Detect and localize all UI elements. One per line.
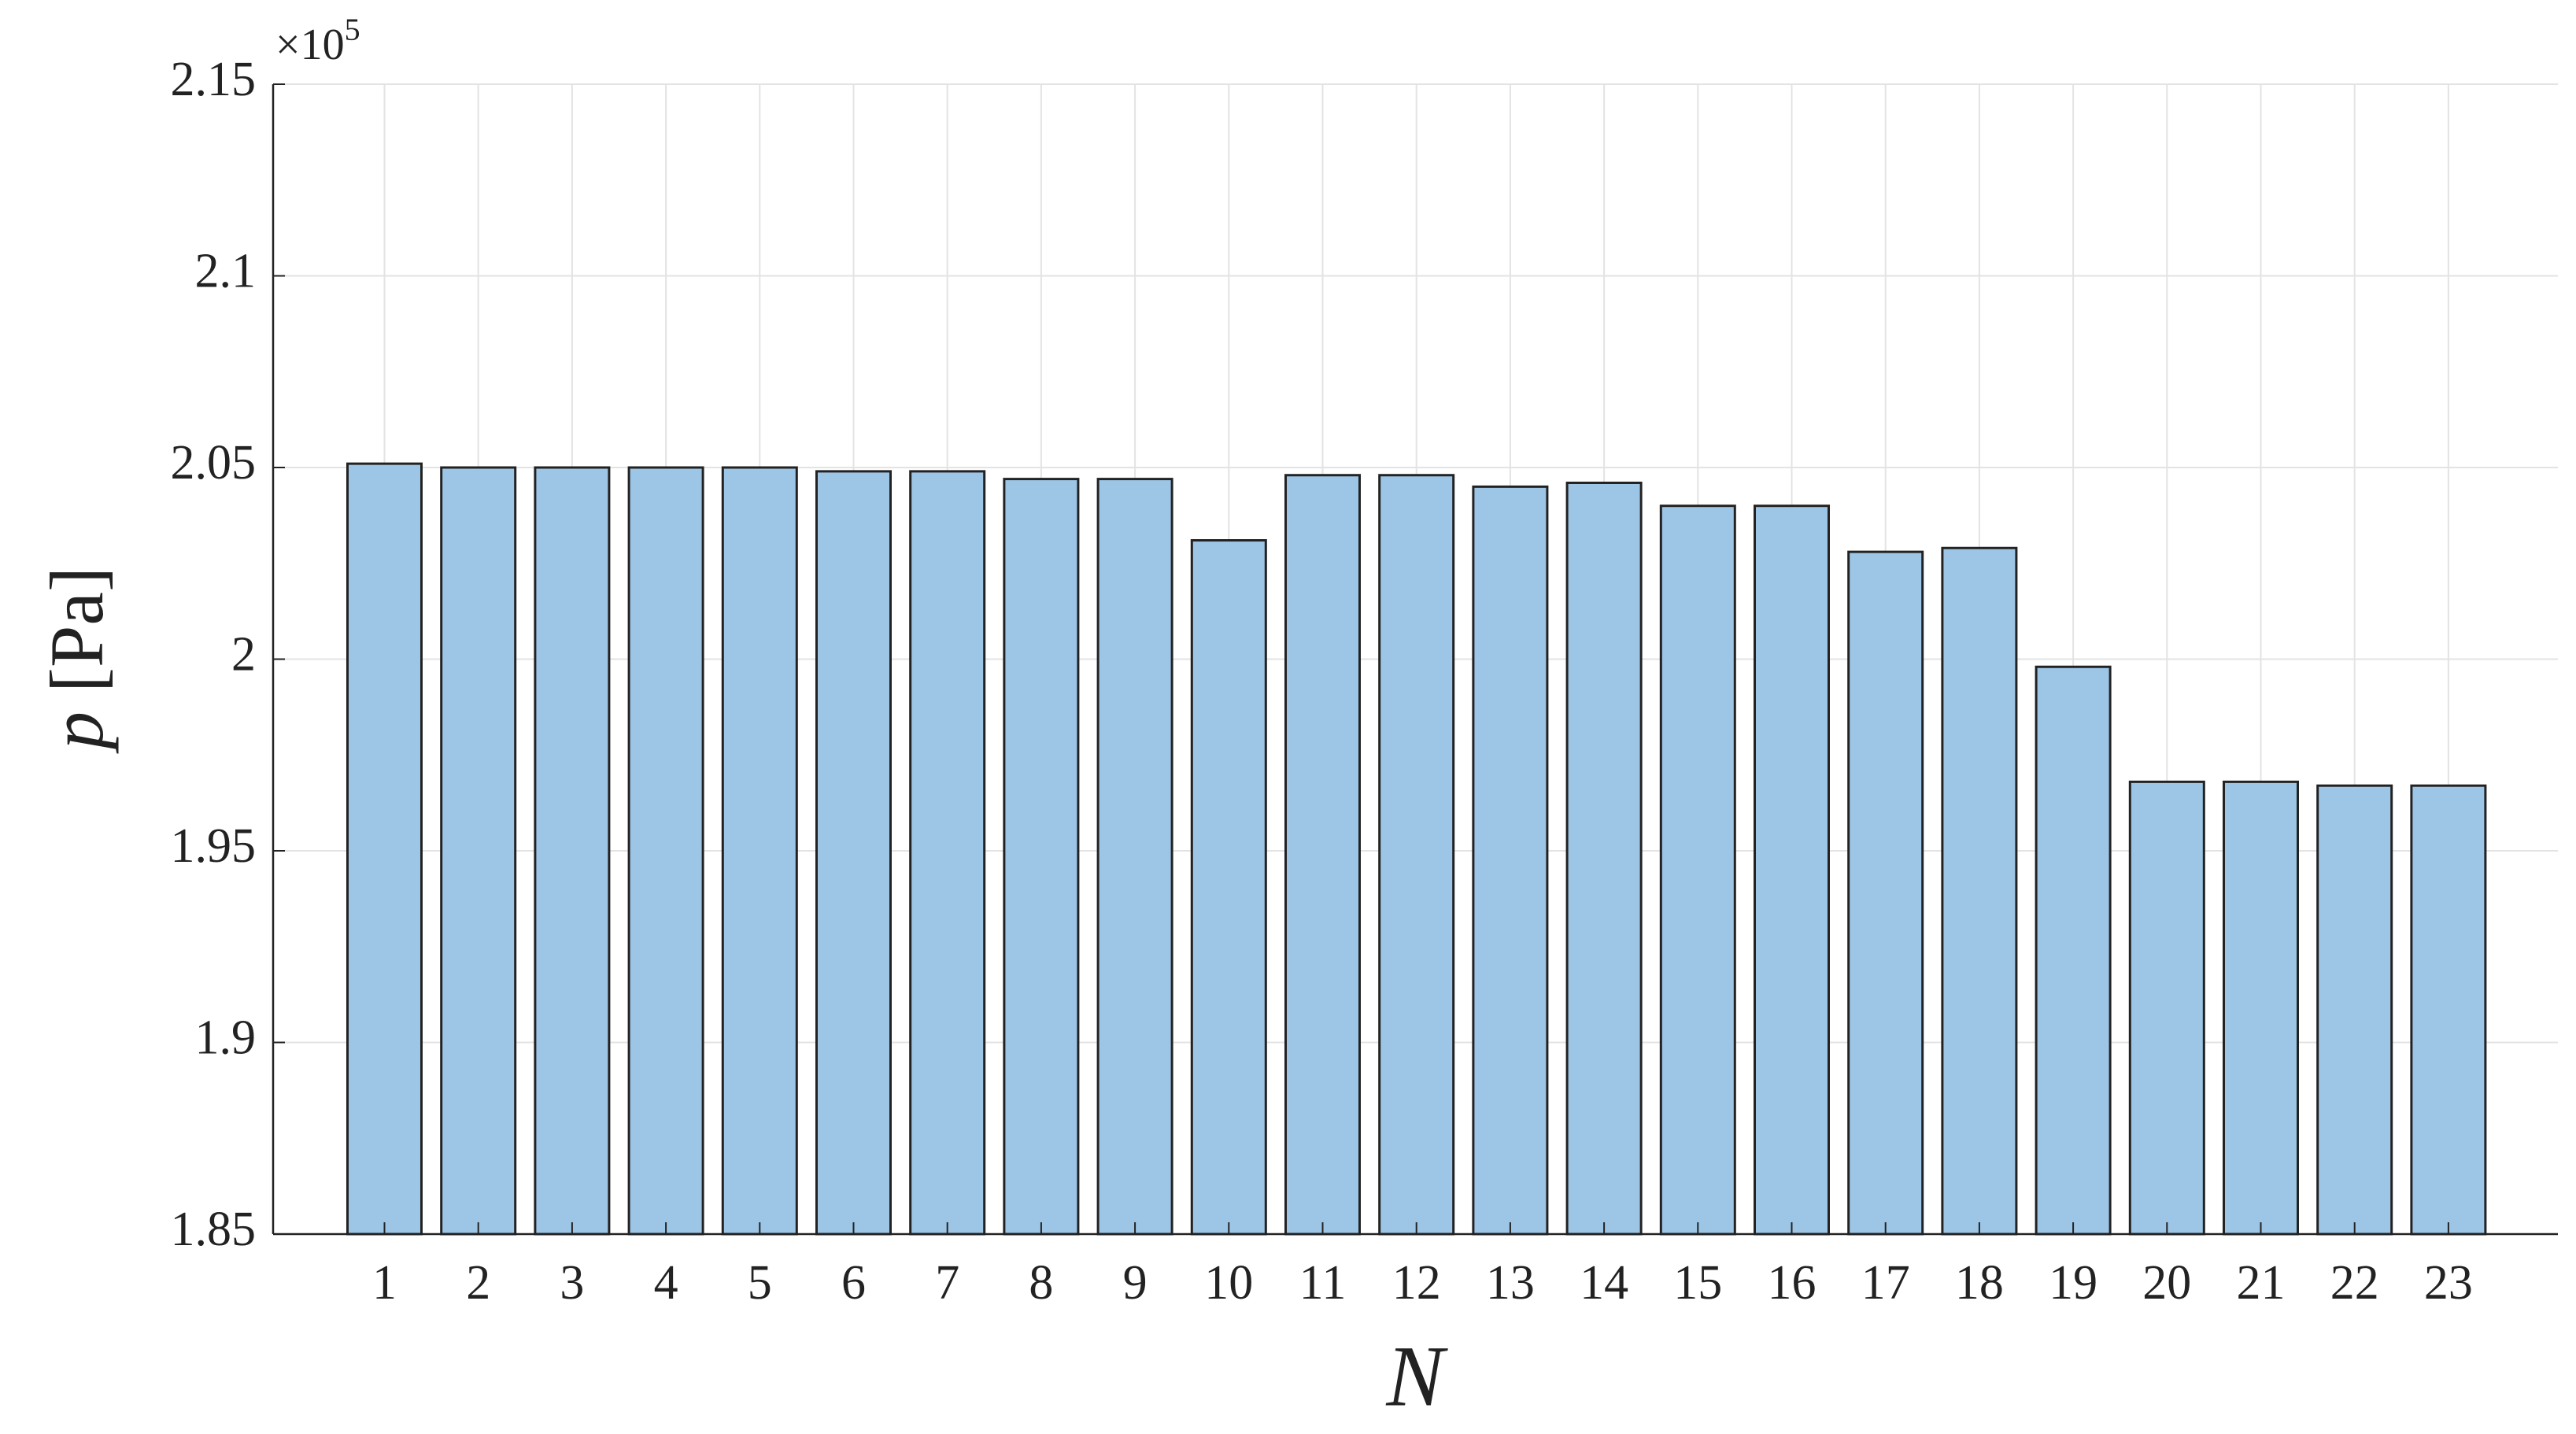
- x-tick-label: 5: [748, 1256, 772, 1310]
- y-multiplier-exponent: 5: [345, 12, 360, 47]
- x-tick-label: 8: [1029, 1256, 1053, 1310]
- bar: [1659, 504, 1736, 1236]
- x-tick-label: 13: [1486, 1256, 1535, 1310]
- bar: [627, 466, 704, 1236]
- bar: [1284, 474, 1361, 1236]
- bar: [1003, 478, 1080, 1236]
- y-tick-label: 1.95: [171, 819, 257, 873]
- x-tick-label: 15: [1673, 1256, 1722, 1310]
- bar: [1378, 474, 1455, 1236]
- bar: [1190, 539, 1267, 1236]
- bar: [909, 470, 986, 1236]
- x-tick-label: 17: [1861, 1256, 1910, 1310]
- y-tick-label: 1.9: [195, 1011, 257, 1065]
- x-tick-label: 22: [2330, 1256, 2379, 1310]
- x-tick-label: 18: [1955, 1256, 2004, 1310]
- x-tick-label: 1: [372, 1256, 397, 1310]
- bar: [721, 466, 798, 1236]
- bar: [2316, 784, 2393, 1236]
- x-axis-label: N: [1385, 1328, 1448, 1424]
- bar: [1096, 478, 1173, 1236]
- y-tick-label: 1.85: [171, 1203, 257, 1256]
- bar: [1754, 504, 1830, 1236]
- x-tick-label: 19: [2049, 1256, 2097, 1310]
- y-tick-label: 2: [231, 628, 256, 682]
- x-tick-label: 16: [1768, 1256, 1817, 1310]
- x-tick-label: 12: [1392, 1256, 1441, 1310]
- bar: [1472, 485, 1549, 1236]
- x-tick-label: 6: [841, 1256, 866, 1310]
- x-tick-label: 4: [654, 1256, 678, 1310]
- x-tick-label: 11: [1299, 1256, 1347, 1310]
- x-tick-label: 21: [2237, 1256, 2286, 1310]
- y-multiplier-base: ×10: [275, 20, 345, 69]
- bar: [346, 462, 423, 1236]
- bar: [1565, 481, 1643, 1236]
- x-tick-label: 20: [2142, 1256, 2191, 1310]
- bar: [2128, 780, 2205, 1236]
- y-label-symbol: p: [35, 711, 119, 754]
- bar: [2035, 665, 2112, 1236]
- y-multiplier: ×105: [275, 12, 360, 69]
- y-axis-label: p [Pa]: [35, 567, 119, 754]
- bar: [1941, 546, 2018, 1236]
- x-tick-label: 9: [1123, 1256, 1148, 1310]
- x-tick-label: 2: [466, 1256, 490, 1310]
- x-tick-label: 3: [560, 1256, 584, 1310]
- bar: [815, 470, 892, 1236]
- bar: [1847, 550, 1924, 1236]
- bar: [2223, 780, 2299, 1236]
- y-tick-label: 2.05: [171, 436, 257, 490]
- bar: [440, 466, 517, 1236]
- x-tick-label: 23: [2424, 1256, 2473, 1310]
- x-tick-label: 7: [935, 1256, 959, 1310]
- y-label-unit: [Pa]: [35, 567, 119, 693]
- bar: [2410, 784, 2487, 1236]
- bar: [534, 466, 611, 1236]
- y-tick-label: 2.15: [171, 53, 257, 106]
- x-tick-label: 10: [1204, 1256, 1253, 1310]
- x-tick-label: 14: [1580, 1256, 1628, 1310]
- y-tick-label: 2.1: [195, 245, 257, 298]
